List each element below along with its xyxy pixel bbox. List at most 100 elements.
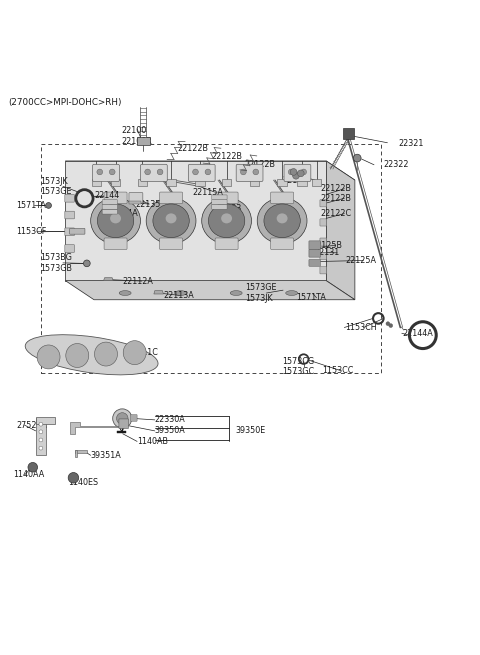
Ellipse shape (119, 291, 131, 295)
Circle shape (192, 169, 198, 175)
Circle shape (240, 169, 246, 175)
Circle shape (113, 409, 132, 428)
FancyBboxPatch shape (343, 128, 354, 140)
Text: 1153CC: 1153CC (323, 366, 354, 375)
Circle shape (353, 154, 361, 162)
Ellipse shape (230, 291, 242, 295)
Text: 22135: 22135 (136, 200, 161, 208)
Ellipse shape (276, 214, 288, 223)
Text: 22144A: 22144A (403, 329, 433, 338)
FancyBboxPatch shape (320, 252, 326, 259)
Circle shape (39, 422, 43, 426)
FancyBboxPatch shape (93, 164, 120, 181)
Ellipse shape (175, 291, 187, 295)
Ellipse shape (286, 291, 298, 295)
Ellipse shape (97, 204, 134, 238)
Text: 1573JK
1573GE: 1573JK 1573GE (40, 177, 72, 196)
Circle shape (293, 172, 300, 179)
Ellipse shape (66, 343, 89, 367)
Text: 22131: 22131 (314, 248, 339, 257)
FancyBboxPatch shape (320, 200, 326, 207)
FancyBboxPatch shape (188, 164, 215, 181)
FancyBboxPatch shape (118, 431, 126, 433)
FancyBboxPatch shape (222, 179, 231, 186)
Ellipse shape (153, 204, 189, 238)
FancyBboxPatch shape (75, 449, 77, 457)
FancyBboxPatch shape (271, 192, 294, 204)
Circle shape (157, 169, 163, 175)
FancyBboxPatch shape (102, 204, 118, 210)
Text: 1573CG
1573GC: 1573CG 1573GC (282, 357, 314, 377)
Ellipse shape (264, 204, 300, 238)
FancyBboxPatch shape (137, 137, 150, 145)
FancyBboxPatch shape (129, 193, 143, 203)
FancyBboxPatch shape (111, 179, 120, 186)
Circle shape (28, 462, 37, 472)
FancyBboxPatch shape (166, 179, 176, 186)
Circle shape (145, 169, 151, 175)
FancyBboxPatch shape (131, 415, 137, 421)
Polygon shape (70, 422, 127, 434)
Text: 39351A: 39351A (91, 451, 121, 460)
Ellipse shape (25, 335, 158, 375)
FancyBboxPatch shape (309, 250, 321, 257)
Text: 22311C: 22311C (128, 348, 158, 358)
FancyBboxPatch shape (320, 219, 326, 226)
FancyBboxPatch shape (298, 179, 307, 186)
FancyBboxPatch shape (195, 179, 204, 186)
FancyBboxPatch shape (309, 241, 321, 250)
FancyBboxPatch shape (138, 179, 147, 186)
FancyBboxPatch shape (271, 238, 294, 250)
Circle shape (389, 324, 393, 328)
FancyBboxPatch shape (104, 192, 127, 204)
Text: 1140AB: 1140AB (137, 437, 168, 446)
Text: 22122B: 22122B (321, 194, 351, 203)
Text: 39350E: 39350E (235, 426, 265, 436)
FancyBboxPatch shape (212, 200, 227, 204)
Polygon shape (104, 278, 113, 280)
FancyBboxPatch shape (212, 195, 227, 200)
FancyBboxPatch shape (36, 418, 46, 455)
FancyBboxPatch shape (212, 204, 227, 210)
Ellipse shape (110, 214, 121, 223)
FancyBboxPatch shape (104, 238, 127, 250)
Ellipse shape (146, 198, 196, 244)
FancyBboxPatch shape (65, 245, 74, 252)
FancyBboxPatch shape (250, 179, 259, 186)
Circle shape (109, 169, 115, 175)
Text: 1153CF: 1153CF (16, 227, 47, 236)
Text: 22321: 22321 (398, 139, 423, 148)
Ellipse shape (95, 342, 118, 366)
Text: 1140AA: 1140AA (12, 470, 44, 479)
Text: 27522A: 27522A (16, 421, 48, 430)
FancyBboxPatch shape (102, 200, 118, 204)
Text: 22113A: 22113A (163, 291, 194, 300)
FancyBboxPatch shape (65, 195, 74, 202)
Text: 22115A: 22115A (192, 187, 223, 196)
Ellipse shape (202, 198, 252, 244)
Text: 22125B: 22125B (312, 240, 343, 250)
Circle shape (84, 260, 90, 267)
Text: 22125A: 22125A (345, 256, 376, 265)
Circle shape (39, 446, 43, 450)
Text: 22112A: 22112A (123, 276, 154, 286)
Circle shape (290, 168, 297, 176)
FancyBboxPatch shape (65, 211, 74, 219)
Text: 1573BG
1573GB: 1573BG 1573GB (40, 253, 72, 272)
Circle shape (39, 430, 43, 434)
Text: 22100
22100R: 22100 22100R (122, 126, 153, 146)
Circle shape (97, 169, 103, 175)
FancyBboxPatch shape (36, 417, 55, 424)
Text: 22322: 22322 (384, 160, 409, 169)
FancyBboxPatch shape (320, 238, 326, 245)
Polygon shape (65, 161, 355, 180)
FancyBboxPatch shape (284, 164, 311, 181)
Text: 22330A: 22330A (155, 415, 186, 424)
Text: 1571TA: 1571TA (297, 293, 326, 303)
Ellipse shape (257, 198, 307, 244)
Text: 22122B: 22122B (178, 143, 209, 153)
Polygon shape (65, 161, 326, 280)
FancyBboxPatch shape (277, 179, 287, 186)
FancyBboxPatch shape (309, 259, 321, 266)
FancyBboxPatch shape (70, 229, 85, 234)
